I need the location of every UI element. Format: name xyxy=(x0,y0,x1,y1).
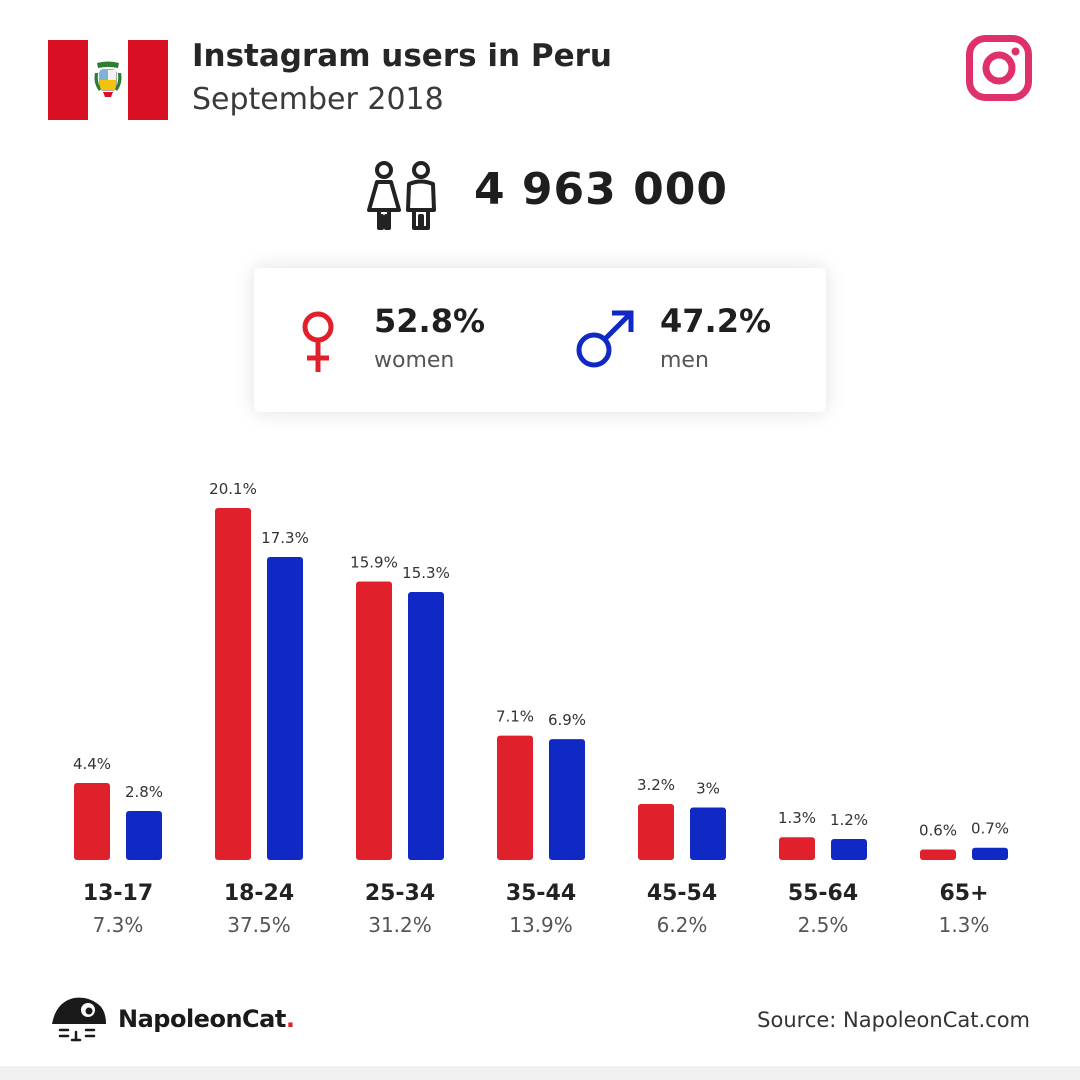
value-label: 20.1% xyxy=(209,480,257,498)
value-label: 7.1% xyxy=(496,708,534,726)
category-total: 6.2% xyxy=(657,913,708,937)
value-label: 0.7% xyxy=(971,820,1009,838)
category-label: 65+ xyxy=(939,881,988,906)
value-label: 17.3% xyxy=(261,529,309,547)
category-total: 2.5% xyxy=(798,913,849,937)
napoleoncat-logo-icon xyxy=(52,997,106,1042)
bar-35-44-men xyxy=(549,739,585,860)
bar-13-17-men xyxy=(126,810,162,860)
bar-18-24-women xyxy=(215,508,251,860)
source-credit: Source: NapoleonCat.com xyxy=(757,1008,1030,1032)
page-subtitle: September 2018 xyxy=(192,82,444,117)
value-label: 3% xyxy=(696,779,720,797)
female-symbol-icon xyxy=(302,311,334,372)
bar-55-64-women xyxy=(779,837,815,860)
value-label: 15.9% xyxy=(350,554,398,572)
male-symbol-icon xyxy=(576,310,634,368)
category-total: 7.3% xyxy=(93,913,144,937)
bottom-strip xyxy=(0,1066,1080,1080)
men-percentage: 47.2% xyxy=(660,302,772,340)
bar-65+-men xyxy=(972,847,1008,860)
category-label: 45-54 xyxy=(647,881,717,906)
category-label: 35-44 xyxy=(506,881,576,906)
gender-card: 52.8% women 47.2% men xyxy=(254,268,826,412)
age-gender-bar-chart: 4.4% 2.8% 13-17 7.3% 20.1% 17.3% 18-24 37.5% 15.… xyxy=(73,480,1009,937)
value-label: 0.6% xyxy=(919,821,957,839)
category-label: 18-24 xyxy=(224,881,294,906)
category-label: 55-64 xyxy=(788,881,858,906)
value-label: 4.4% xyxy=(73,755,111,773)
bar-55-64-men xyxy=(831,838,867,860)
brand-name: NapoleonCat xyxy=(118,1005,286,1033)
peru-flag-icon xyxy=(48,40,168,120)
women-label: women xyxy=(374,348,455,373)
category-total: 1.3% xyxy=(939,913,990,937)
value-label: 1.3% xyxy=(778,809,816,827)
category-total: 37.5% xyxy=(227,913,291,937)
value-label: 1.2% xyxy=(830,811,868,829)
bar-45-54-men xyxy=(690,807,726,860)
value-label: 3.2% xyxy=(637,776,675,794)
bar-35-44-women xyxy=(497,735,533,860)
men-label: men xyxy=(660,348,709,373)
category-label: 13-17 xyxy=(83,881,153,906)
bar-25-34-women xyxy=(356,581,392,860)
users-icon xyxy=(367,161,436,230)
value-label: 15.3% xyxy=(402,564,450,582)
bar-18-24-men xyxy=(267,557,303,860)
category-label: 25-34 xyxy=(365,881,435,906)
napoleoncat-brand: NapoleonCat. xyxy=(118,1005,295,1033)
value-label: 2.8% xyxy=(125,783,163,801)
page-title: Instagram users in Peru xyxy=(192,38,612,74)
women-percentage: 52.8% xyxy=(374,302,486,340)
bar-65+-women xyxy=(920,849,956,860)
total-users: 4 963 000 xyxy=(474,164,728,215)
bar-25-34-men xyxy=(408,592,444,860)
brand-dot: . xyxy=(285,1005,295,1033)
category-total: 13.9% xyxy=(509,913,573,937)
bar-45-54-women xyxy=(638,803,674,860)
value-label: 6.9% xyxy=(548,711,586,729)
coat-of-arms-icon xyxy=(94,61,122,97)
category-total: 31.2% xyxy=(368,913,432,937)
bar-13-17-women xyxy=(74,782,110,860)
instagram-icon xyxy=(966,35,1032,101)
